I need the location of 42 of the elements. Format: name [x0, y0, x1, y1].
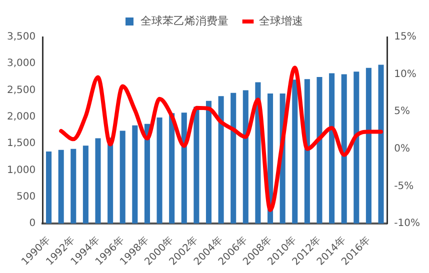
- bar: [218, 96, 224, 224]
- legend-label: 全球苯乙烯消费量: [140, 14, 228, 28]
- y2-tick-label: 10%: [394, 68, 416, 80]
- bar: [120, 130, 126, 224]
- y-tick-label: 3,500: [6, 32, 36, 43]
- y-tick-label: 2,500: [6, 84, 36, 96]
- bar: [242, 90, 248, 224]
- y2-tick-label: -10%: [394, 218, 420, 230]
- bar: [194, 106, 200, 224]
- bar: [156, 117, 162, 224]
- y-tick-label: 3,000: [6, 58, 36, 70]
- y-tick-label: 0: [29, 218, 36, 230]
- line-series: [59, 66, 384, 212]
- y2-tick-label: 5%: [394, 106, 410, 118]
- bar: [378, 64, 384, 224]
- bar: [230, 92, 236, 224]
- y2-tick-label: 15%: [394, 32, 416, 43]
- bar: [169, 113, 175, 224]
- bar: [95, 138, 101, 224]
- bar: [132, 125, 138, 224]
- bar: [58, 150, 64, 224]
- bar: [82, 146, 88, 224]
- y2-tick-label: -5%: [394, 180, 414, 192]
- y-tick-label: 1,000: [6, 164, 36, 176]
- bar: [70, 148, 76, 224]
- bar: [108, 138, 114, 224]
- bar: [304, 79, 310, 224]
- bar: [46, 152, 52, 224]
- y-tick-label: 2,000: [6, 112, 36, 122]
- bar: [292, 80, 298, 224]
- bar: [354, 72, 360, 224]
- bar: [144, 124, 150, 224]
- y2-tick-label: 0%: [394, 143, 410, 154]
- bar: [329, 73, 335, 224]
- bar: [366, 68, 372, 224]
- bar: [341, 74, 347, 224]
- bar: [206, 100, 212, 224]
- bar: [316, 76, 322, 224]
- legend-label: 全球增速: [259, 14, 303, 28]
- y-tick-label: 500: [16, 191, 36, 202]
- y-tick-label: 1,500: [6, 138, 36, 150]
- bar: [181, 112, 187, 224]
